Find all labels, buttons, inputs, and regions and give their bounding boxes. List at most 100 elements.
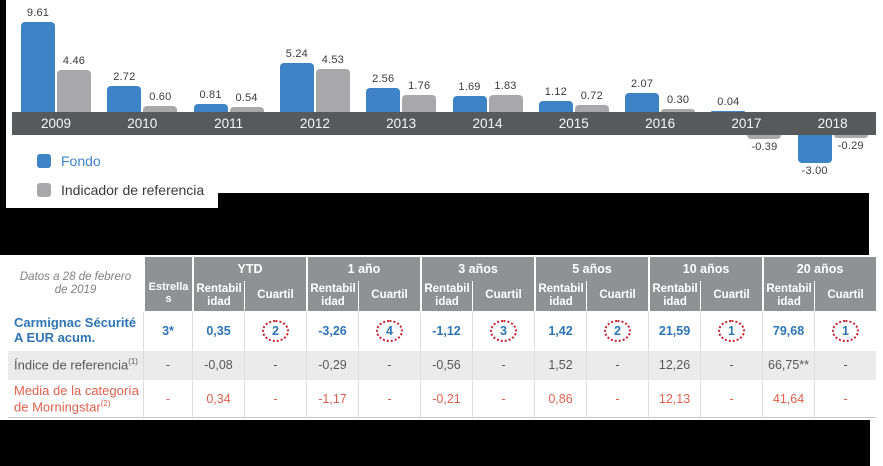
col-header-cuartil-4: Cuartil	[700, 281, 763, 311]
bar-value-label: 4.53	[321, 54, 344, 67]
cell-cuartil-2: 3	[472, 310, 535, 349]
table-row-2: Media de la categoría de Morningstar(2) -…	[8, 379, 877, 418]
bar-value-label: 5.24	[285, 47, 308, 60]
cell-cuartil-4: -	[700, 348, 763, 380]
bar-value-label: -3.00	[801, 165, 828, 178]
bar-fondo-2017	[711, 110, 746, 112]
cell-cuartil-1: -	[358, 348, 420, 380]
bar-fondo-2014	[452, 96, 487, 112]
bar-referencia-2009	[57, 70, 91, 112]
cell-rentabilidad-5: 79,68	[762, 310, 815, 349]
cell-estrellas: -	[143, 379, 192, 418]
indicador-swatch-icon	[37, 183, 51, 197]
bar-fondo-2012	[279, 62, 314, 112]
col-group-20anos: 20 años	[762, 257, 877, 281]
bar-value-label: -0.39	[751, 140, 778, 153]
legend-label-fondo: Fondo	[61, 153, 101, 169]
bar-fondo-2015	[538, 101, 573, 112]
cell-cuartil-3: -	[586, 348, 649, 380]
col-header-rentabilidad-0: Rentabilidad	[192, 281, 244, 311]
col-group-10anos: 10 años	[648, 257, 763, 281]
bar-value-label: 2.72	[113, 71, 136, 84]
cell-rentabilidad-0: 0,35	[192, 310, 244, 349]
bar-fondo-2018	[797, 135, 832, 164]
bar-value-label: 9.61	[26, 6, 50, 19]
bar-fondo-2016	[625, 92, 660, 112]
bar-fondo-2011	[193, 104, 228, 112]
bar-referencia-2011	[229, 106, 264, 112]
col-header-cuartil-1: Cuartil	[358, 281, 420, 311]
cell-cuartil-5: -	[814, 379, 877, 418]
cuartil-circled-value: 2	[262, 319, 289, 342]
cell-rentabilidad-2: -0,21	[420, 379, 472, 418]
cell-cuartil-2: -	[472, 348, 535, 380]
bar-value-label: 0.81	[199, 89, 222, 102]
year-tick-2014: 2014	[472, 116, 503, 131]
annual-performance-chart: 9.61 4.46 2.72 0.60 0.81 0.54 5.24 4.53 2.56 1.76…	[12, 6, 876, 211]
row-label: Índice de referencia(1)	[8, 348, 143, 380]
cell-rentabilidad-1: -1,17	[306, 379, 358, 418]
col-header-cuartil-5: Cuartil	[814, 281, 877, 311]
legend-item-indicador: Indicador de referencia	[37, 182, 204, 198]
cell-cuartil-3: -	[586, 379, 649, 418]
cell-rentabilidad-4: 12,26	[648, 348, 701, 380]
cuartil-circled-value: 1	[832, 319, 859, 342]
cell-rentabilidad-5: 66,75**	[762, 348, 815, 380]
performance-table: Datos a 28 de febrero de 2019 Estrellas …	[8, 257, 877, 418]
bar-value-label: 2.56	[372, 72, 395, 85]
cell-rentabilidad-1: -0,29	[306, 348, 358, 380]
redaction-mid-block	[218, 193, 869, 255]
cell-rentabilidad-1: -3,26	[306, 310, 358, 349]
cell-rentabilidad-3: 1,52	[534, 348, 587, 380]
cell-cuartil-0: -	[244, 348, 306, 380]
cell-rentabilidad-2: -0,56	[420, 348, 472, 380]
cell-rentabilidad-4: 12,13	[648, 379, 701, 418]
redaction-mid-left-block	[6, 208, 218, 255]
year-tick-2016: 2016	[645, 116, 676, 131]
cuartil-circled-value: 1	[718, 319, 745, 342]
bar-referencia-2010	[143, 106, 178, 112]
col-header-cuartil-2: Cuartil	[472, 281, 535, 311]
x-axis-year-band	[12, 112, 876, 135]
bar-fondo-2010	[107, 86, 142, 112]
year-tick-2011: 2011	[214, 116, 244, 131]
bar-referencia-2014	[488, 94, 523, 112]
year-tick-2013: 2013	[386, 116, 417, 131]
legend-item-fondo: Fondo	[37, 153, 204, 169]
bar-referencia-2015	[574, 105, 609, 112]
cell-estrellas: 3*	[143, 310, 192, 349]
bar-value-label: 4.46	[62, 55, 86, 68]
table-row-1: Índice de referencia(1) - -0,08- -0,29- -0,5…	[8, 348, 877, 380]
bar-value-label: 1.83	[494, 79, 517, 92]
col-header-rentabilidad-1: Rentabilidad	[306, 281, 358, 311]
bar-value-label: 2.07	[630, 77, 654, 90]
cell-rentabilidad-3: 0,86	[534, 379, 587, 418]
col-header-cuartil-0: Cuartil	[244, 281, 306, 311]
bar-referencia-2013	[402, 95, 437, 112]
bar-value-label: 1.69	[458, 81, 481, 94]
cell-rentabilidad-0: 0,34	[192, 379, 244, 418]
chart-legend: Fondo Indicador de referencia	[37, 153, 204, 211]
row-label: Carmignac Sécurité A EUR acum.	[8, 310, 143, 349]
cell-cuartil-5: 1	[814, 310, 877, 349]
bar-referencia-2016	[661, 109, 696, 112]
cuartil-circled-value: 3	[490, 319, 517, 342]
col-group-3anos: 3 años	[420, 257, 535, 281]
year-tick-2010: 2010	[127, 116, 158, 131]
bar-value-label: 1.12	[544, 86, 567, 99]
cell-estrellas: -	[143, 348, 192, 380]
bar-referencia-2012	[315, 69, 350, 112]
year-tick-2015: 2015	[558, 116, 589, 131]
table-row-0: Carmignac Sécurité A EUR acum. 3* 0,35 2 -3,…	[8, 310, 877, 349]
bar-value-label: 0.30	[666, 94, 690, 107]
cell-cuartil-0: 2	[244, 310, 306, 349]
redaction-bottom-block	[0, 420, 870, 466]
legend-label-indicador: Indicador de referencia	[61, 182, 205, 198]
cell-rentabilidad-0: -0,08	[192, 348, 244, 380]
cell-cuartil-4: 1	[700, 310, 763, 349]
bar-value-label: 0.60	[149, 91, 172, 104]
cell-rentabilidad-2: -1,12	[420, 310, 472, 349]
cell-cuartil-0: -	[244, 379, 306, 418]
col-header-rentabilidad-4: Rentabilidad	[648, 281, 701, 311]
